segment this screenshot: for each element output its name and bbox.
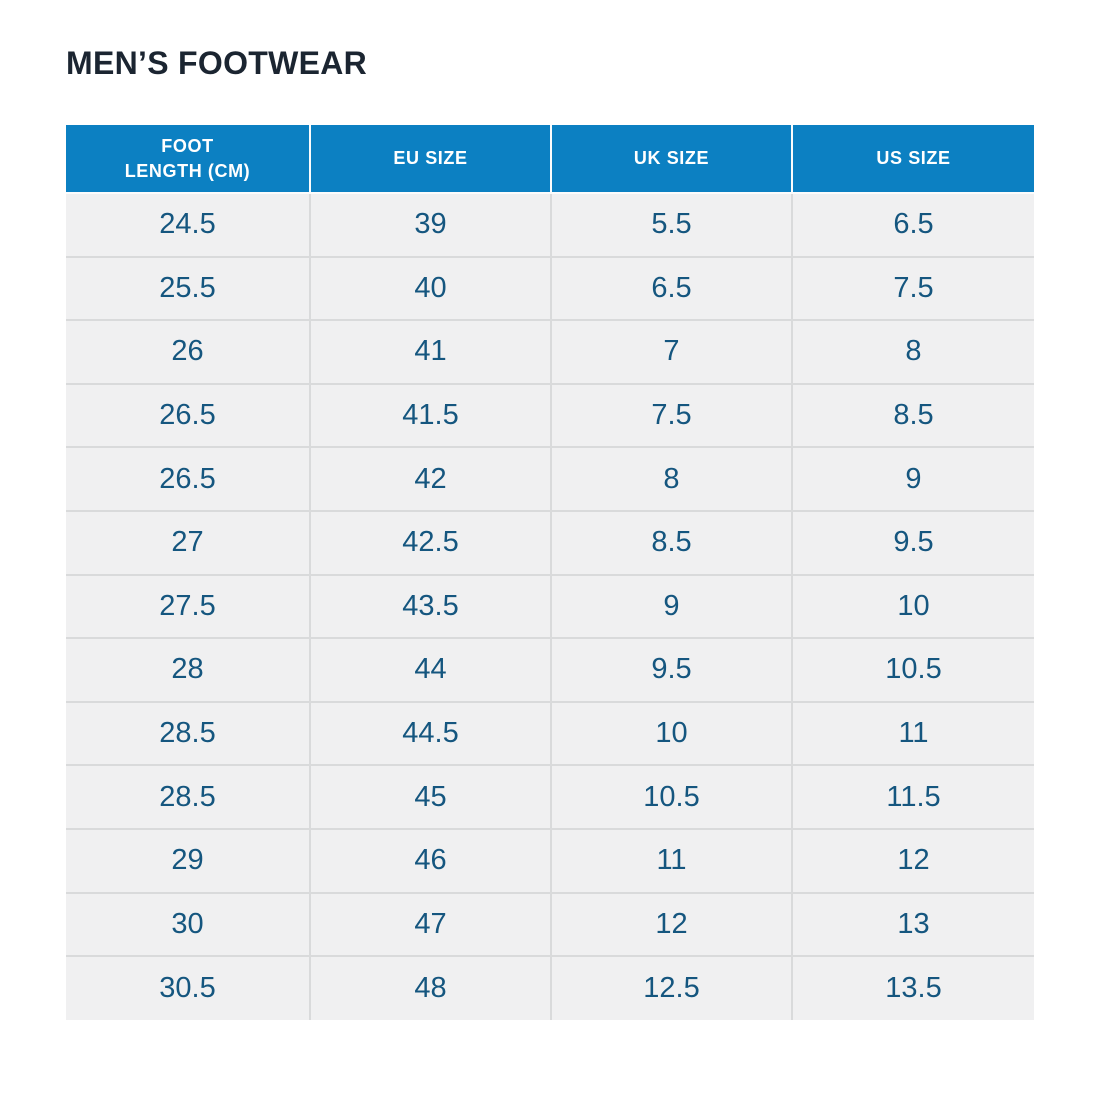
table-cell: 11 — [550, 828, 792, 894]
table-row: 26.5 41.5 7.5 8.5 — [66, 383, 1034, 449]
size-table-header: FOOT LENGTH (CM) EU SIZE UK SIZE US SIZE — [66, 125, 1034, 194]
header-label: UK SIZE — [633, 148, 710, 169]
table-cell: 9 — [791, 447, 1034, 512]
page-title: MEN’S FOOTWEAR — [66, 45, 368, 81]
table-cell: 47 — [309, 892, 551, 958]
table-row: 25.5 40 6.5 7.5 — [66, 256, 1034, 322]
table-cell: 6.5 — [550, 256, 792, 322]
table-row: 27.5 43.5 9 10 — [66, 574, 1034, 640]
table-cell: 29 — [66, 828, 310, 894]
header-label: US SIZE — [876, 148, 951, 169]
header-us-size: US SIZE — [791, 125, 1034, 194]
table-row: 30.5 48 12.5 13.5 — [66, 956, 1034, 1020]
table-cell: 9.5 — [791, 510, 1034, 576]
header-eu-size: EU SIZE — [309, 125, 551, 194]
table-row: 26 41 7 8 — [66, 320, 1034, 385]
table-cell: 30 — [66, 892, 310, 958]
table-cell: 8.5 — [791, 383, 1034, 449]
table-cell: 8.5 — [550, 510, 792, 576]
table-cell: 45 — [309, 765, 551, 830]
table-cell: 48 — [309, 956, 551, 1020]
size-table: FOOT LENGTH (CM) EU SIZE UK SIZE US SIZE … — [66, 125, 1034, 1020]
table-row: 28 44 9.5 10.5 — [66, 638, 1034, 703]
table-row: 27 42.5 8.5 9.5 — [66, 510, 1034, 576]
table-row: 28.5 44.5 10 11 — [66, 701, 1034, 767]
table-cell: 44 — [309, 638, 551, 703]
table-row: 29 46 11 12 — [66, 828, 1034, 894]
table-cell: 11 — [791, 701, 1034, 767]
table-cell: 9 — [550, 574, 792, 640]
table-cell: 7.5 — [550, 383, 792, 449]
table-cell: 13.5 — [791, 956, 1034, 1020]
header-label: FOOT LENGTH (CM) — [124, 136, 251, 181]
table-cell: 10.5 — [791, 638, 1034, 703]
table-cell: 40 — [309, 256, 551, 322]
table-cell: 7 — [550, 320, 792, 385]
table-cell: 42 — [309, 447, 551, 512]
table-row: 28.5 45 10.5 11.5 — [66, 765, 1034, 830]
table-cell: 12.5 — [550, 956, 792, 1020]
table-cell: 9.5 — [550, 638, 792, 703]
table-cell: 41.5 — [309, 383, 551, 449]
table-row: 24.5 39 5.5 6.5 — [66, 193, 1034, 258]
header-row: FOOT LENGTH (CM) EU SIZE UK SIZE US SIZE — [66, 125, 1034, 194]
table-cell: 13 — [791, 892, 1034, 958]
table-cell: 27.5 — [66, 574, 310, 640]
table-cell: 10.5 — [550, 765, 792, 830]
table-cell: 42.5 — [309, 510, 551, 576]
header-foot-length-cm: FOOT LENGTH (CM) — [66, 125, 310, 194]
table-cell: 5.5 — [550, 193, 792, 258]
table-cell: 26.5 — [66, 447, 310, 512]
table-cell: 7.5 — [791, 256, 1034, 322]
table-cell: 6.5 — [791, 193, 1034, 258]
table-cell: 12 — [791, 828, 1034, 894]
table-cell: 43.5 — [309, 574, 551, 640]
table-cell: 8 — [550, 447, 792, 512]
table-cell: 25.5 — [66, 256, 310, 322]
table-cell: 26 — [66, 320, 310, 385]
header-uk-size: UK SIZE — [550, 125, 792, 194]
table-row: 26.5 42 8 9 — [66, 447, 1034, 512]
table-cell: 46 — [309, 828, 551, 894]
table-cell: 12 — [550, 892, 792, 958]
table-cell: 10 — [791, 574, 1034, 640]
size-table-body: 24.5 39 5.5 6.5 25.5 40 6.5 7.5 26 41 7 8 26.5 41.5 7.… — [66, 193, 1034, 1020]
table-row: 30 47 12 13 — [66, 892, 1034, 958]
table-cell: 24.5 — [66, 193, 310, 258]
table-cell: 8 — [791, 320, 1034, 385]
table-cell: 11.5 — [791, 765, 1034, 830]
table-cell: 28 — [66, 638, 310, 703]
table-cell: 39 — [309, 193, 551, 258]
table-cell: 28.5 — [66, 701, 310, 767]
table-cell: 28.5 — [66, 765, 310, 830]
table-cell: 30.5 — [66, 956, 310, 1020]
table-cell: 10 — [550, 701, 792, 767]
header-label: EU SIZE — [393, 148, 468, 169]
table-cell: 41 — [309, 320, 551, 385]
table-cell: 26.5 — [66, 383, 310, 449]
table-cell: 44.5 — [309, 701, 551, 767]
table-cell: 27 — [66, 510, 310, 576]
